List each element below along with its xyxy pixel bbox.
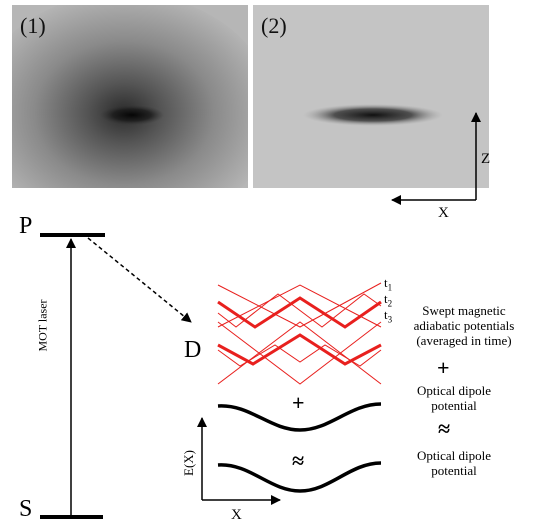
swept-potentials-upper (217, 282, 382, 329)
plus-symbol-note: + (437, 355, 450, 380)
level-s-label: S (19, 496, 33, 522)
approx-symbol-note: ≈ (438, 416, 451, 441)
x-axis-label: X (438, 205, 449, 221)
level-d-label: D (184, 337, 202, 363)
absorption-image-panel-1: (1) (12, 5, 248, 188)
dipole-potential-curve (217, 402, 382, 432)
mot-laser-label: MOT laser (35, 299, 50, 352)
z-axis-label: Z (481, 151, 491, 167)
panel-label-2: (2) (261, 13, 287, 38)
note-line: Optical dipole (416, 448, 491, 463)
plus-symbol-curves: + (292, 390, 305, 415)
swept-potentials-lower (217, 321, 382, 385)
atom-cloud-image-2 (253, 5, 489, 188)
note-line: Swept magnetic (422, 303, 506, 318)
total-potential-curve (217, 461, 382, 493)
approx-symbol-curves: ≈ (292, 448, 305, 473)
note-line: potential (431, 398, 477, 413)
position-axis-label: X (231, 507, 242, 523)
note-line: (averaged in time) (416, 333, 512, 348)
note-line: Optical dipole (416, 383, 491, 398)
time-label-t1: t1 (384, 275, 393, 293)
note-line: potential (431, 463, 477, 478)
energy-axis-label: E(X) (181, 450, 196, 476)
time-label-t3: t3 (384, 307, 393, 325)
panel-label-1: (1) (20, 13, 46, 38)
result-potential-note: Optical dipole potential (404, 448, 504, 478)
level-p-label: P (19, 213, 33, 239)
atom-cloud-image-1 (12, 5, 248, 188)
decay-dashed-arrow (87, 237, 192, 323)
absorption-image-panel-2: (2) (253, 5, 489, 188)
note-line: adiabatic potentials (413, 318, 515, 333)
dipole-potential-note: Optical dipole potential (404, 383, 504, 413)
swept-potentials-note: Swept magnetic adiabatic potentials (ave… (404, 303, 524, 348)
time-label-t2: t2 (384, 291, 393, 309)
